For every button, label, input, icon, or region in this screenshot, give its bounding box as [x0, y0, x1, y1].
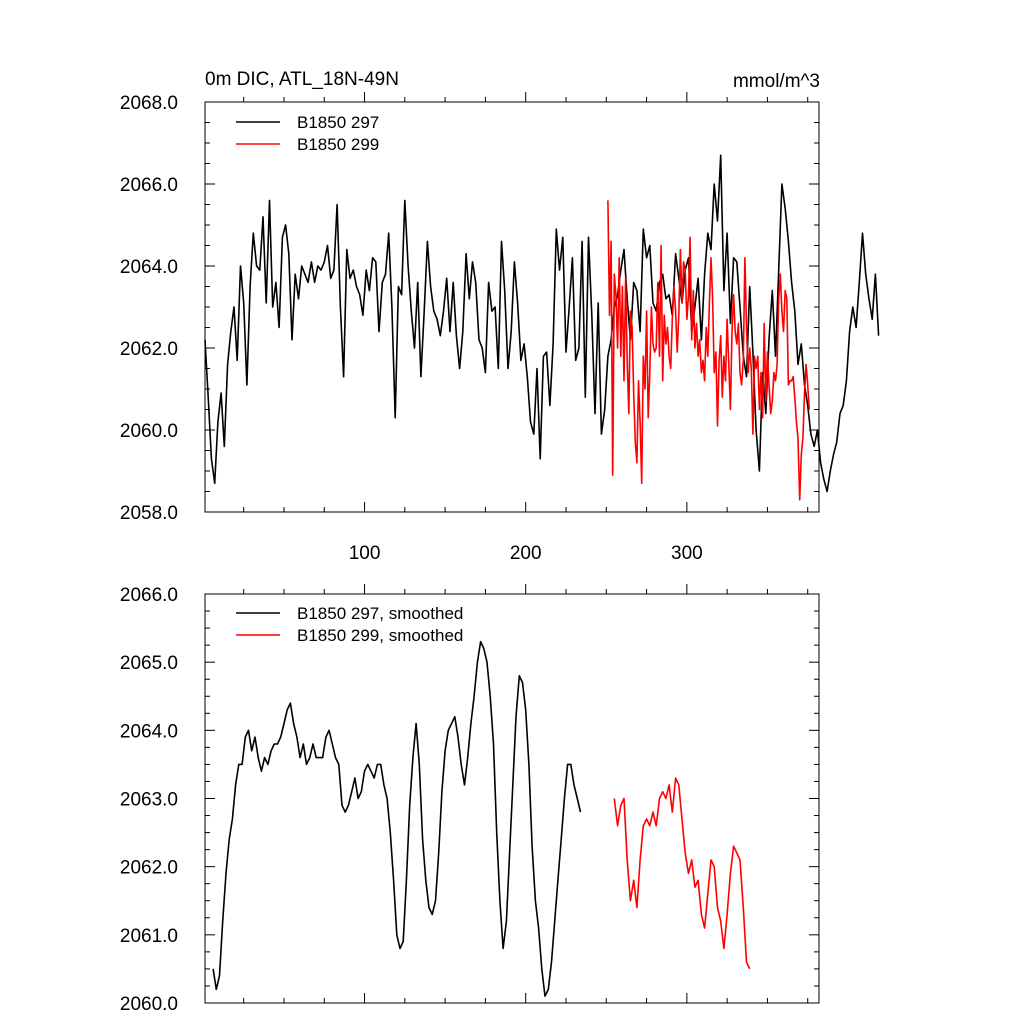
bottom-axis-ticks: [205, 584, 819, 1004]
chart-title: 0m DIC, ATL_18N-49N: [205, 69, 399, 90]
units-label: mmol/m^3: [733, 71, 820, 92]
bottom-y-tick-label: 2061.0: [120, 926, 178, 947]
bottom-plot-frame: [204, 593, 820, 1004]
top-panel: 0m DIC, ATL_18N-49N mmol/m^3 2058.0 2060…: [120, 69, 880, 564]
bottom-y-tick-label: 2064.0: [120, 721, 178, 742]
top-x-tick-label: 200: [510, 543, 542, 564]
bottom-y-tick-label: 2063.0: [120, 790, 178, 811]
bottom-y-tick-label: 2065.0: [120, 653, 178, 674]
top-y-tick-labels: 2058.0 2060.0 2062.0 2064.0 2066.0 2068.…: [120, 93, 178, 524]
legend-label: B1850 299: [297, 135, 379, 154]
top-x-tick-label: 100: [349, 543, 381, 564]
series-line-red: [613, 777, 751, 970]
top-plot-frame: [204, 101, 820, 513]
top-y-tick-label: 2064.0: [120, 257, 178, 278]
bottom-y-tick-label: 2062.0: [120, 858, 178, 879]
legend-label: B1850 299, smoothed: [297, 626, 463, 645]
bottom-y-tick-labels: 2060.0 2061.0 2062.0 2063.0 2064.0 2065.…: [120, 585, 178, 1015]
legend-label: B1850 297: [297, 113, 379, 132]
bottom-panel: 2060.0 2061.0 2062.0 2063.0 2064.0 2065.…: [120, 584, 820, 1015]
bottom-y-tick-label: 2060.0: [120, 994, 178, 1015]
bottom-y-tick-label: 2066.0: [120, 585, 178, 606]
top-x-tick-label: 300: [671, 543, 703, 564]
top-legend: B1850 297 B1850 299: [236, 113, 379, 154]
bottom-plot-area: [212, 640, 751, 998]
series-line-black: [212, 640, 582, 998]
top-y-tick-label: 2068.0: [120, 93, 178, 114]
top-y-tick-label: 2060.0: [120, 421, 178, 442]
bottom-legend: B1850 297, smoothed B1850 299, smoothed: [236, 604, 463, 645]
top-plot-area: [204, 154, 880, 501]
top-y-tick-label: 2062.0: [120, 339, 178, 360]
legend-label: B1850 297, smoothed: [297, 604, 463, 623]
series-line-red: [607, 200, 811, 501]
top-y-tick-label: 2058.0: [120, 503, 178, 524]
top-x-tick-labels: 100 200 300: [349, 543, 703, 564]
top-y-tick-label: 2066.0: [120, 175, 178, 196]
